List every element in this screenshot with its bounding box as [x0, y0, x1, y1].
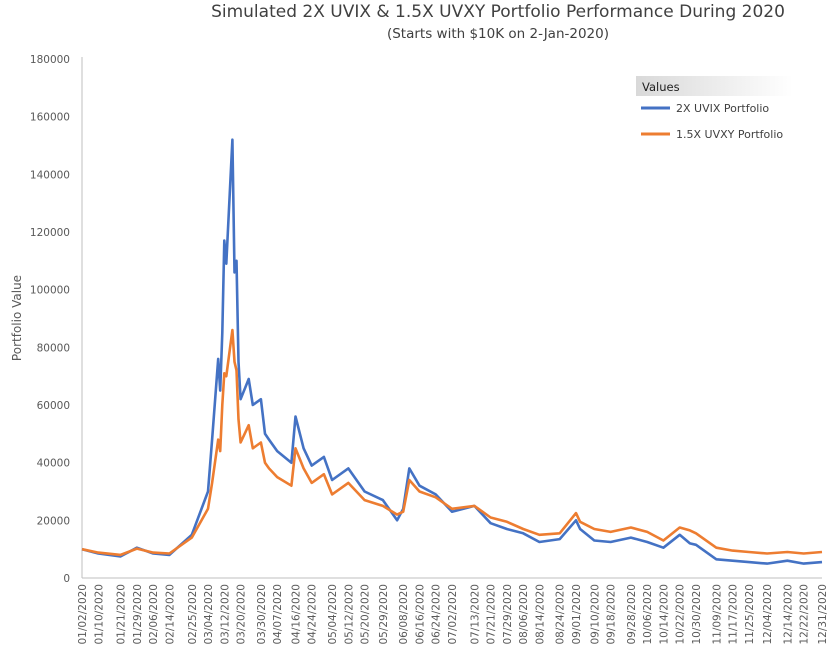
x-tick-label: 08/06/2020	[518, 584, 530, 645]
legend-title: Values	[642, 80, 680, 94]
y-tick-label: 100000	[30, 285, 70, 297]
legend: Values 2X UVIX Portfolio 1.5X UVXY Portf…	[636, 76, 793, 141]
x-tick-label: 06/16/2020	[414, 584, 426, 645]
x-tick-label: 10/30/2020	[691, 584, 703, 645]
y-tick-label: 160000	[30, 112, 70, 124]
x-tick-label: 12/22/2020	[799, 584, 811, 645]
x-tick-label: 11/09/2020	[711, 584, 723, 645]
x-tick-label: 03/04/2020	[203, 584, 215, 645]
chart-subtitle: (Starts with $10K on 2-Jan-2020)	[387, 26, 609, 42]
x-tick-label: 03/30/2020	[256, 584, 268, 645]
legend-label-uvix: 2X UVIX Portfolio	[676, 102, 769, 115]
x-tick-label: 04/24/2020	[307, 584, 319, 645]
x-tick-label: 06/08/2020	[398, 584, 410, 645]
x-tick-label: 01/21/2020	[116, 584, 128, 645]
x-tick-label: 09/28/2020	[626, 584, 638, 645]
x-tick-label: 02/25/2020	[187, 584, 199, 645]
x-tick-label: 08/14/2020	[534, 584, 546, 645]
x-tick-label: 07/29/2020	[502, 584, 514, 645]
y-axis-title: Portfolio Value	[10, 275, 24, 361]
x-tick-label: 09/18/2020	[606, 584, 618, 645]
x-tick-label: 07/02/2020	[447, 584, 459, 645]
y-tick-label: 0	[63, 573, 70, 585]
y-tick-label: 140000	[30, 169, 70, 181]
series-lines	[81, 138, 823, 565]
x-tick-label: 10/22/2020	[675, 584, 687, 645]
x-tick-label: 11/17/2020	[728, 584, 740, 645]
x-tick-label: 07/21/2020	[486, 584, 498, 645]
x-tick-label: 09/10/2020	[589, 584, 601, 645]
x-tick-label: 04/16/2020	[290, 584, 302, 645]
x-tick-label: 05/29/2020	[378, 584, 390, 645]
legend-label-uvxy: 1.5X UVXY Portfolio	[676, 128, 783, 141]
x-tick-label: 06/24/2020	[431, 584, 443, 645]
x-tick-label: 10/14/2020	[658, 584, 670, 645]
y-tick-label: 40000	[37, 458, 70, 470]
y-tick-label: 180000	[30, 54, 70, 66]
x-tick-label: 12/14/2020	[782, 584, 794, 645]
series-line-uvxy	[81, 328, 823, 557]
x-tick-label: 07/13/2020	[469, 584, 481, 645]
y-tick-label: 80000	[37, 342, 70, 354]
x-tick-label: 05/04/2020	[327, 584, 339, 645]
x-tick-label: 01/10/2020	[93, 584, 105, 645]
y-tick-label: 120000	[30, 227, 70, 239]
legend-title-background	[636, 76, 793, 96]
x-tick-label: 01/02/2020	[77, 584, 89, 645]
chart-title: Simulated 2X UVIX & 1.5X UVXY Portfolio …	[211, 2, 785, 22]
x-tick-label: 10/06/2020	[642, 584, 654, 645]
x-tick-label: 11/25/2020	[744, 584, 756, 645]
x-tick-label: 02/06/2020	[148, 584, 160, 645]
y-tick-label: 60000	[37, 400, 70, 412]
x-tick-label: 01/29/2020	[132, 584, 144, 645]
y-tick-label: 20000	[37, 515, 70, 527]
x-tick-labels: 01/02/2020 01/10/2020 01/21/2020 01/29/2020…	[77, 584, 829, 645]
series-line-uvix	[81, 138, 823, 565]
x-tick-label: 08/24/2020	[555, 584, 567, 645]
x-tick-label: 04/07/2020	[272, 584, 284, 645]
x-tick-label: 03/12/2020	[219, 584, 231, 645]
x-tick-label: 12/31/2020	[817, 584, 829, 645]
x-tick-label: 12/04/2020	[762, 584, 774, 645]
x-tick-label: 02/14/2020	[164, 584, 176, 645]
x-tick-label: 05/12/2020	[343, 584, 355, 645]
x-tick-label: 09/01/2020	[571, 584, 583, 645]
x-tick-label: 05/20/2020	[360, 584, 372, 645]
x-tick-label: 03/20/2020	[236, 584, 248, 645]
y-tick-labels: 0 20000 40000 60000 80000 100000 120000 140000 1…	[30, 54, 70, 585]
